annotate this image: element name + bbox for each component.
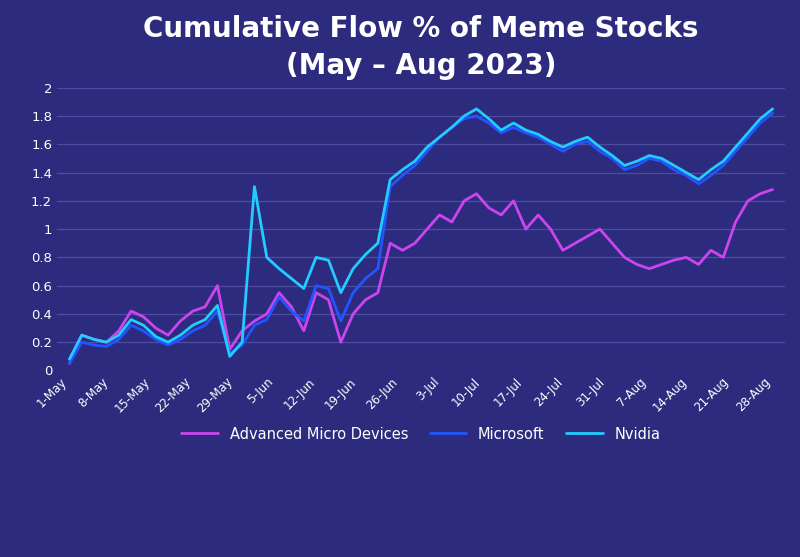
Advanced Micro Devices	[743, 198, 753, 204]
Advanced Micro Devices	[657, 261, 666, 268]
Advanced Micro Devices	[534, 212, 543, 218]
Microsoft	[225, 350, 234, 357]
Line: Nvidia: Nvidia	[70, 109, 773, 359]
Title: Cumulative Flow % of Meme Stocks
(May – Aug 2023): Cumulative Flow % of Meme Stocks (May – …	[143, 15, 698, 80]
Nvidia	[472, 106, 482, 113]
Legend: Advanced Micro Devices, Microsoft, Nvidia: Advanced Micro Devices, Microsoft, Nvidi…	[175, 422, 666, 448]
Advanced Micro Devices	[582, 233, 592, 240]
Microsoft	[534, 134, 543, 140]
Nvidia	[669, 162, 678, 169]
Nvidia	[238, 339, 247, 345]
Nvidia	[65, 356, 74, 363]
Advanced Micro Devices	[65, 360, 74, 367]
Advanced Micro Devices	[768, 186, 778, 193]
Microsoft	[768, 110, 778, 116]
Nvidia	[768, 106, 778, 113]
Advanced Micro Devices	[238, 328, 247, 334]
Nvidia	[546, 138, 555, 145]
Microsoft	[743, 134, 753, 140]
Advanced Micro Devices	[225, 346, 234, 353]
Line: Microsoft: Microsoft	[70, 113, 773, 363]
Line: Advanced Micro Devices: Advanced Micro Devices	[70, 189, 773, 363]
Nvidia	[743, 130, 753, 136]
Microsoft	[65, 360, 74, 367]
Microsoft	[582, 138, 592, 145]
Microsoft	[238, 341, 247, 348]
Microsoft	[657, 158, 666, 164]
Nvidia	[225, 353, 234, 360]
Nvidia	[595, 144, 605, 150]
